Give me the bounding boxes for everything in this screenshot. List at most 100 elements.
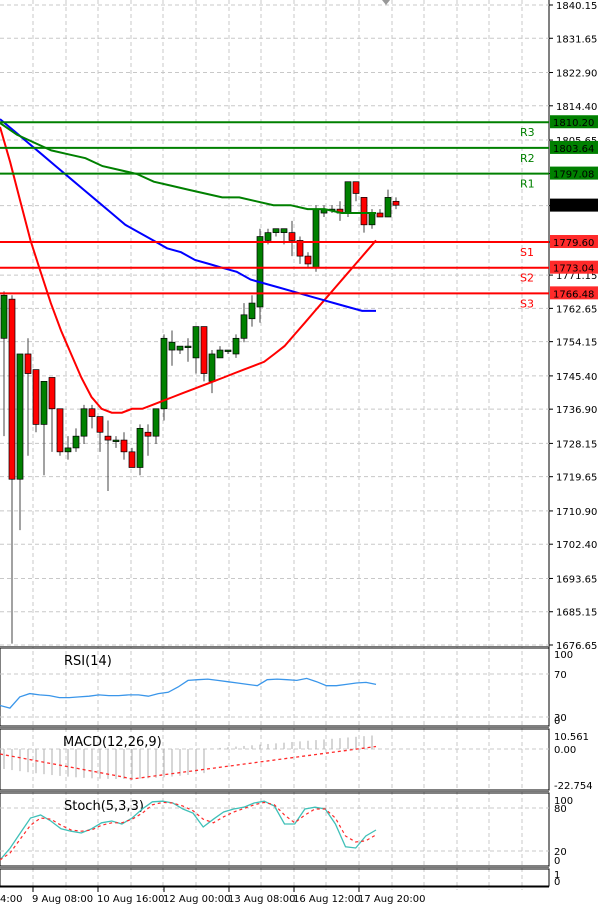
price-tick-label: 1719.65: [556, 473, 597, 484]
candle: [16, 353, 24, 531]
candle: [64, 436, 72, 460]
time-tick-label: 12 Aug 00:00: [163, 894, 230, 905]
candle: [152, 408, 160, 444]
candle: [312, 205, 320, 272]
candle: [232, 334, 240, 358]
candle: [176, 345, 184, 354]
price-tick-label: 1710.90: [556, 507, 597, 518]
time-tick-label: 16 Aug 12:00: [293, 894, 360, 905]
level-price-tag: [550, 235, 598, 249]
candle: [8, 295, 16, 644]
indicator-level-label: 100: [554, 796, 573, 807]
indicator-panel: [0, 868, 550, 887]
indicator-level-label: -22.754: [554, 781, 593, 792]
candle: [296, 236, 304, 264]
price-tick-label: 1728.15: [556, 439, 597, 450]
price-tick-label: 1822.90: [556, 69, 597, 80]
ma-slow-line: [0, 122, 376, 214]
level-price-label: 1797.08: [553, 170, 594, 181]
level-price-label: 1810.20: [553, 118, 594, 129]
level-s2-label: S2: [520, 272, 534, 285]
price-tick-label: 1693.65: [556, 574, 597, 585]
ma-fast-line: [0, 126, 377, 414]
level-price-tag: [550, 260, 598, 274]
candle: [24, 338, 32, 456]
level-r3-label: R3: [520, 126, 535, 139]
candle: [32, 369, 40, 433]
indicator-level-label: 0.00: [554, 745, 576, 756]
indicator-level-label: 0: [554, 856, 560, 867]
current-price-tag: [550, 198, 598, 212]
level-price-label: 1773.04: [553, 264, 594, 275]
indicator-title: RSI(14): [64, 654, 112, 669]
candle: [216, 346, 224, 359]
level-price-tag: [550, 115, 598, 129]
candle: [192, 326, 200, 374]
indicator-level-label: 0: [554, 877, 560, 888]
time-tick-label: 10 Aug 16:00: [97, 894, 164, 905]
candle: [384, 189, 392, 218]
price-tick-label: 1840.15: [556, 1, 597, 12]
candle: [128, 447, 136, 468]
candle: [56, 408, 64, 456]
candle: [184, 338, 192, 362]
time-tick-label: 4:00: [0, 894, 22, 905]
candle: [352, 181, 360, 202]
candle: [48, 377, 56, 452]
time-tick-label: 17 Aug 20:00: [358, 894, 425, 905]
candle: [344, 181, 352, 217]
price-tick-label: 1702.40: [556, 540, 597, 551]
indicator-level-label: 10.561: [554, 732, 589, 743]
stoch-k-line: [0, 800, 377, 861]
stoch-d-line: [0, 801, 377, 861]
indicator-panel: [0, 792, 550, 867]
level-price-tag: [550, 140, 598, 154]
level-r2-label: R2: [520, 152, 535, 165]
indicator-panel: [0, 647, 550, 727]
price-tick-label: 1754.15: [556, 338, 597, 349]
indicator-panel: [0, 728, 550, 791]
candle: [80, 404, 88, 444]
price-tick-label: 1736.90: [556, 405, 597, 416]
price-tick-label: 1676.65: [556, 641, 597, 652]
candle: [360, 197, 368, 233]
candle: [40, 381, 48, 476]
level-price-tag: [550, 166, 598, 180]
level-price-label: 1779.60: [553, 238, 594, 249]
candle: [104, 420, 112, 491]
indicator-level-label: 80: [554, 804, 567, 815]
price-tick-label: 1685.15: [556, 608, 597, 619]
candle: [272, 228, 280, 237]
candle: [288, 220, 296, 257]
rsi-line: [0, 677, 377, 709]
candle: [168, 330, 176, 366]
candle: [136, 424, 144, 476]
indicator-level-label: 1: [554, 870, 560, 881]
indicator-level-label: 30: [554, 713, 567, 724]
level-r1-label: R1: [520, 178, 535, 191]
indicator-title: MACD(12,26,9): [63, 735, 162, 750]
indicator-level-label: 70: [554, 670, 567, 681]
level-price-tag: [550, 286, 598, 300]
candle: [208, 350, 216, 394]
candle: [392, 197, 400, 210]
candle: [200, 326, 208, 382]
time-tick-label: 13 Aug 08:00: [228, 894, 295, 905]
indicator-level-label: 20: [554, 847, 567, 858]
candle: [96, 416, 104, 452]
candle: [224, 349, 232, 354]
candle: [256, 228, 264, 323]
price-tick-label: 1762.65: [556, 304, 597, 315]
ma-mid-line: [0, 118, 376, 312]
candle: [120, 432, 128, 460]
candle: [160, 334, 168, 421]
candle: [376, 209, 384, 218]
candle: [72, 428, 80, 452]
level-price-label: 1803.64: [553, 144, 594, 155]
indicator-level-label: 100: [554, 650, 573, 661]
candle: [144, 424, 152, 456]
chart-shift-icon[interactable]: [382, 0, 390, 5]
price-tick-label: 1831.65: [556, 34, 597, 45]
indicator-level-label: 0: [554, 716, 560, 727]
